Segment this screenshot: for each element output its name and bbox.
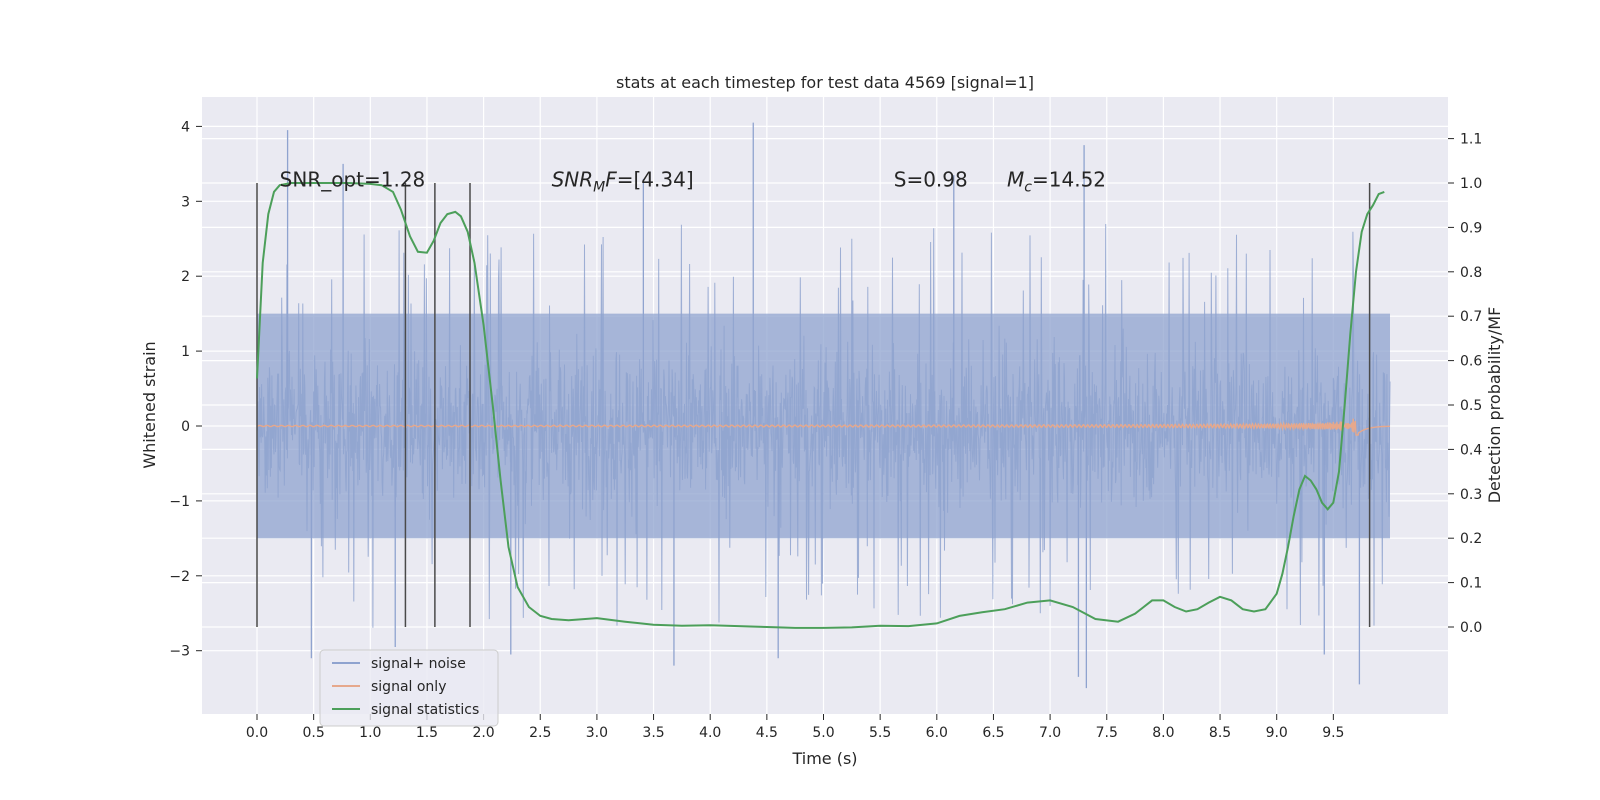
y-tick-label: −1	[169, 494, 190, 510]
chart-title: stats at each timestep for test data 456…	[616, 73, 1034, 92]
right-y-tick-label: 0.9	[1460, 220, 1482, 236]
signal-statistics-line	[256, 182, 1385, 629]
x-tick-label: 3.5	[642, 725, 664, 741]
annotation-2: S=0.98	[894, 167, 968, 191]
x-tick-label: 3.0	[586, 725, 608, 741]
right-y-tick-label: 0.6	[1460, 354, 1482, 370]
x-tick-label: 8.5	[1209, 725, 1231, 741]
right-y-tick-label: 0.0	[1460, 620, 1482, 636]
annotation-1: SNRMF=[4.34]	[552, 167, 694, 195]
x-axis-ticks: 0.0 0.5 1.0 1.5 2.0 2.5 3.0 3.5 4.0 4.5 5.0 5.5 6.0 6…	[246, 714, 1344, 741]
right-y-tick-label: 0.5	[1460, 398, 1482, 414]
x-tick-label: 6.5	[982, 725, 1004, 741]
signal-statistics-series	[256, 182, 1385, 629]
signal-only-series	[256, 418, 1391, 436]
annotation-0: SNR_opt=1.28	[280, 167, 426, 191]
y-axis-label: Whitened strain	[140, 341, 159, 468]
y-tick-label: −2	[169, 569, 190, 585]
x-tick-label: 5.0	[812, 725, 834, 741]
right-y-tick-label: 0.4	[1460, 442, 1482, 458]
x-tick-label: 5.5	[869, 725, 891, 741]
right-y-tick-label: 1.0	[1460, 176, 1482, 192]
x-axis-label: Time (s)	[791, 749, 857, 768]
x-tick-label: 7.5	[1096, 725, 1118, 741]
legend-label-signal-noise: signal+ noise	[371, 656, 466, 672]
x-tick-label: 6.0	[926, 725, 948, 741]
x-tick-label: 4.5	[756, 725, 778, 741]
right-y-tick-label: 0.7	[1460, 309, 1482, 325]
x-tick-label: 9.5	[1322, 725, 1344, 741]
x-tick-label: 9.0	[1266, 725, 1288, 741]
chart-annotations: SNR_opt=1.28 SNRMF=[4.34] S=0.98 Mc=14.52	[280, 167, 1106, 195]
y-tick-label: −3	[169, 644, 190, 660]
y-tick-label: 4	[181, 119, 190, 135]
x-tick-label: 2.5	[529, 725, 551, 741]
y-tick-label: 1	[181, 344, 190, 360]
right-y-tick-label: 0.8	[1460, 265, 1482, 281]
annotation-3: Mc=14.52	[1007, 167, 1106, 195]
x-tick-label: 8.0	[1152, 725, 1174, 741]
x-tick-label: 0.5	[303, 725, 325, 741]
x-tick-label: 1.5	[416, 725, 438, 741]
right-y-tick-label: 0.2	[1460, 531, 1482, 547]
x-tick-label: 4.0	[699, 725, 721, 741]
legend-frame	[319, 649, 499, 727]
signal-only-line	[256, 418, 1391, 436]
x-tick-label: 2.0	[472, 725, 494, 741]
x-tick-label: 7.0	[1039, 725, 1061, 741]
right-y-tick-label: 1.1	[1460, 132, 1482, 148]
right-y-axis-ticks: 1.1 1.0 0.9 0.8 0.7 0.6 0.5 0.4 0.3 0.2 0.1 0.0	[1448, 132, 1482, 636]
legend-label-signal-only: signal only	[371, 679, 446, 695]
y-tick-label: 2	[181, 269, 190, 285]
left-y-axis-ticks: 4 3 2 1 0 −1 −2 −3	[169, 119, 202, 660]
y-tick-label: 3	[181, 194, 190, 210]
legend: signal+ noise signal only signal statist…	[319, 649, 499, 727]
x-tick-label: 0.0	[246, 725, 268, 741]
legend-label-signal-statistics: signal statistics	[371, 702, 479, 718]
right-y-tick-label: 0.3	[1460, 487, 1482, 503]
x-tick-label: 1.0	[359, 725, 381, 741]
marker-vertical-lines	[256, 183, 1371, 627]
right-y-axis-label: Detection probability/MF	[1485, 307, 1504, 504]
y-tick-label: 0	[181, 419, 190, 435]
right-y-tick-label: 0.1	[1460, 576, 1482, 592]
